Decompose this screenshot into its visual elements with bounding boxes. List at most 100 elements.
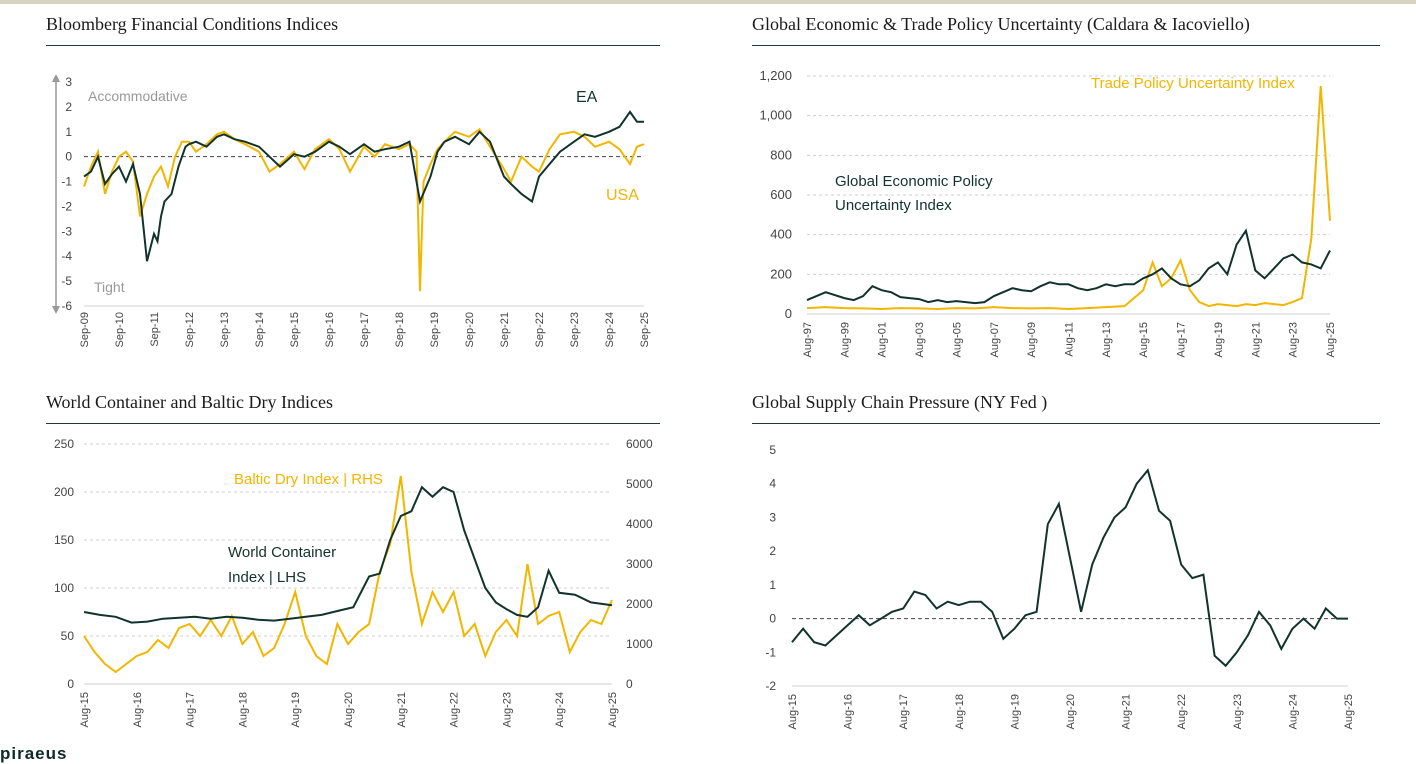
- y-tick-label: 1,000: [759, 108, 792, 123]
- y-tick-label: 200: [770, 266, 792, 281]
- series-line-trade-policy: [806, 85, 1331, 311]
- y-tick-label: -5: [61, 274, 72, 288]
- chart-title: Global Economic & Trade Policy Uncertain…: [752, 14, 1250, 34]
- series-label-world-container-line2: Index | LHS: [228, 569, 306, 586]
- x-tick-label: Aug-05: [951, 322, 963, 357]
- series-line-world-container: [83, 485, 613, 624]
- x-tick-label: Aug-17: [898, 694, 910, 729]
- brand-logo-text: piraeus: [0, 744, 68, 763]
- x-tick-label: Aug-23: [1232, 694, 1244, 729]
- y-tick-label-left: 150: [54, 533, 74, 547]
- x-tick-label: Sep-15: [289, 312, 301, 347]
- x-tick-label: Aug-09: [1026, 322, 1038, 357]
- x-tick-label: Sep-14: [254, 312, 266, 347]
- y-tick-label-right: 1000: [626, 637, 653, 651]
- arrow-down-icon: [52, 306, 60, 314]
- x-tick-label: Aug-24: [1287, 694, 1299, 729]
- panel-policy-uncertainty: Global Economic & Trade Policy Uncertain…: [752, 14, 1380, 384]
- chart-title: World Container and Baltic Dry Indices: [46, 392, 333, 412]
- x-tick-label: Aug-15: [79, 692, 91, 727]
- chart-title: Global Supply Chain Pressure (NY Fed ): [752, 392, 1048, 412]
- title-rule: [752, 423, 1380, 424]
- x-tick-label: Aug-23: [1288, 322, 1300, 357]
- y-tick-label: -4: [61, 249, 72, 263]
- x-tick-label: Aug-21: [1121, 694, 1133, 729]
- x-tick-label: Aug-17: [1176, 322, 1188, 357]
- x-tick-label: Sep-11: [149, 312, 161, 347]
- series-label-usa: USA: [606, 187, 639, 204]
- y-tick-label: 5: [769, 443, 776, 457]
- y-tick-label-right: 5000: [626, 477, 653, 491]
- series-label-economic-policy-line1: Global Economic Policy: [835, 173, 993, 190]
- x-tick-label: Aug-18: [954, 694, 966, 729]
- title-rule: [46, 45, 660, 46]
- y-tick-label: 1: [65, 125, 72, 139]
- x-tick-label: Aug-25: [1343, 694, 1355, 729]
- x-tick-label: Aug-15: [787, 694, 799, 729]
- panel-financial-conditions: Bloomberg Financial Conditions Indices 3…: [46, 14, 660, 374]
- x-tick-label: Sep-09: [79, 312, 91, 347]
- y-tick-label: 1: [769, 578, 776, 592]
- x-tick-label: Sep-19: [429, 312, 441, 347]
- chart-financial-conditions: 3 2 1 0 -1 -2 -3 -4 -5 -6 Accommodative Tight EA USA S…: [52, 74, 651, 347]
- x-tick-label: Sep-17: [359, 312, 371, 347]
- y-tick-label-left: 250: [54, 437, 74, 451]
- series-label-ea: EA: [576, 89, 598, 106]
- y-tick-label: -6: [61, 299, 72, 313]
- y-tick-label: 2: [769, 544, 776, 558]
- x-tick-label: Aug-19: [1009, 694, 1021, 729]
- y-tick-label: -2: [765, 679, 776, 693]
- x-tick-label: Aug-99: [839, 322, 851, 357]
- annotation-accommodative: Accommodative: [88, 88, 188, 104]
- series-line-economic-policy: [806, 228, 1331, 305]
- panel-supply-chain: Global Supply Chain Pressure (NY Fed ) 5…: [752, 392, 1380, 742]
- chart-container-baltic: 250 200 150 100 50 0 6000 5000 4000 3000 2000 1000 0…: [54, 437, 653, 727]
- annotation-tight: Tight: [94, 279, 125, 295]
- x-tick-label: Sep-18: [394, 312, 406, 347]
- series-line-baltic-dry: [83, 475, 613, 674]
- x-tick-label: Aug-16: [132, 692, 144, 727]
- x-tick-label: Aug-07: [989, 322, 1001, 357]
- y-tick-label-left: 0: [67, 677, 74, 691]
- x-tick-label: Sep-25: [639, 312, 651, 347]
- y-tick-label: 3: [769, 510, 776, 524]
- title-rule: [46, 423, 660, 424]
- y-tick-label-right: 2000: [626, 597, 653, 611]
- x-tick-label: Aug-22: [1176, 694, 1188, 729]
- y-tick-label: 0: [769, 612, 776, 626]
- series-line-gscpi: [791, 468, 1348, 668]
- y-tick-label-left: 50: [61, 629, 75, 643]
- x-tick-label: Sep-16: [324, 312, 336, 347]
- y-tick-label-right: 3000: [626, 557, 653, 571]
- x-tick-label: Sep-10: [114, 312, 126, 347]
- x-tick-label: Aug-03: [914, 322, 926, 357]
- x-tick-label: Sep-12: [184, 312, 196, 347]
- series-line-usa: [83, 127, 645, 292]
- chart-supply-chain: 5 4 3 2 1 0 -1 -2 Aug-15 Aug-16 Aug-17 Aug-18 Aug-19…: [765, 443, 1355, 729]
- x-tick-label: Aug-16: [843, 694, 855, 729]
- x-tick-label: Aug-23: [501, 692, 513, 727]
- series-label-trade-policy: Trade Policy Uncertainty Index: [1091, 75, 1295, 92]
- title-rule: [752, 45, 1380, 46]
- x-tick-label: Aug-25: [607, 692, 619, 727]
- chart-policy-uncertainty: 1,200 1,000 800 600 400 200 0 Trade Policy Unce…: [759, 68, 1337, 357]
- x-tick-label: Aug-11: [1064, 322, 1076, 357]
- y-tick-label-left: 200: [54, 485, 74, 499]
- x-tick-label: Sep-21: [499, 312, 511, 347]
- y-tick-label-right: 6000: [626, 437, 653, 451]
- y-tick-label: 800: [770, 147, 792, 162]
- series-label-baltic-dry: Baltic Dry Index | RHS: [234, 471, 383, 488]
- y-tick-label: 3: [65, 75, 72, 89]
- top-accent-bar: [0, 0, 1416, 4]
- y-tick-label: -2: [61, 199, 72, 213]
- x-tick-label: Aug-20: [343, 692, 355, 727]
- x-tick-label: Aug-22: [449, 692, 461, 727]
- x-tick-label: Aug-24: [554, 692, 566, 727]
- series-label-world-container-line1: World Container: [228, 544, 336, 561]
- x-tick-label: Aug-15: [1138, 322, 1150, 357]
- y-tick-label: 4: [769, 477, 776, 491]
- x-tick-label: Sep-20: [464, 312, 476, 347]
- x-tick-label: Aug-19: [290, 692, 302, 727]
- y-tick-label: -3: [61, 224, 72, 238]
- panel-container-baltic: World Container and Baltic Dry Indices 2…: [46, 392, 660, 742]
